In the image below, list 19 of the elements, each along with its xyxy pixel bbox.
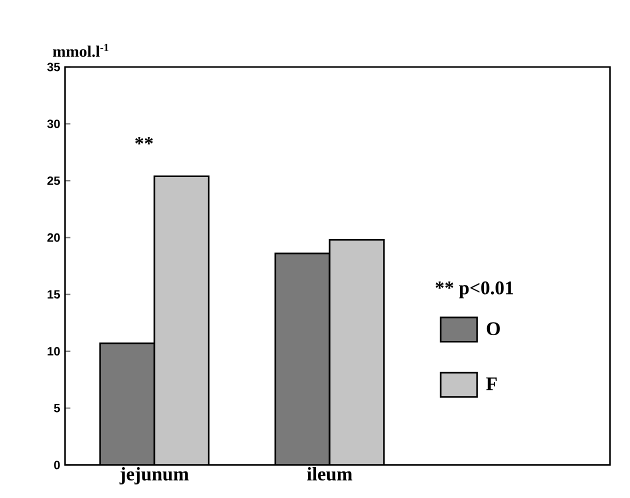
y-tick-label: 10 [48,347,60,356]
annotation: ** [135,137,153,144]
y-tick-label: 5 [54,404,60,412]
y-tick-label: 25 [47,176,60,185]
bar [99,342,156,465]
legend-label: F [486,378,497,390]
y-tick-label: 20 [47,233,60,242]
y-axis-title: mmol.l$^{-1}$ [52,44,108,57]
bar [328,239,385,465]
legend-label: O [486,322,500,336]
y-tick-label: 30 [47,120,60,128]
y-tick-label: 35 [47,62,60,72]
x-tick-label: ileum [307,467,352,481]
x-tick-label: jejunum [120,467,189,484]
bar [274,252,330,465]
bar [154,175,210,465]
y-tick-label: 15 [48,290,60,299]
y-tick-label: 0 [54,460,60,470]
text: ** p<0.01 [436,281,514,298]
